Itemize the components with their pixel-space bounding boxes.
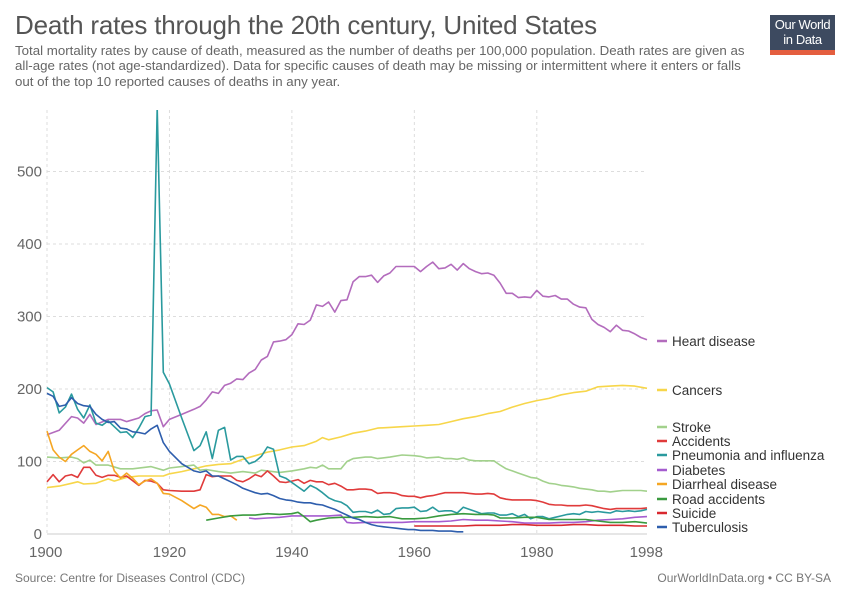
legend: Heart disease Cancers StrokeAccidentsPneum… [657,334,825,535]
series-line-diabetes[interactable] [248,514,648,524]
legend-label: Road accidents [672,492,765,507]
legend-label: Tuberculosis [672,520,748,535]
x-tick-label: 1920 [153,544,186,561]
chart-title: Death rates through the 20th century, Un… [15,10,597,40]
series-line-suicide[interactable] [414,523,647,527]
series-line-pneumonia-and-influenza[interactable] [46,108,648,520]
legend-item[interactable]: Suicide [657,506,716,521]
series-line-cancers[interactable] [46,384,648,489]
legend-label: Pneumonia and influenza [672,448,825,463]
legend-item[interactable]: Diabetes [657,463,726,478]
y-tick-label: 100 [17,454,42,471]
x-tick-label: 1900 [29,544,62,561]
legend-item[interactable]: Diarrheal disease [657,477,777,492]
y-tick-label: 400 [17,236,42,253]
legend-item[interactable]: Pneumonia and influenza [657,448,825,463]
x-tick-label: 1998 [630,544,663,561]
y-tick-label: 500 [17,164,42,181]
source-note: Source: Centre for Diseases Control (CDC… [15,571,246,585]
x-tick-label: 1980 [520,544,553,561]
y-tick-label: 300 [17,309,42,326]
logo-line-1: Our World [774,17,831,32]
legend-label: Diarrheal disease [672,477,777,492]
series-lines [46,108,648,533]
grid-lines [46,110,647,535]
legend-item[interactable]: Road accidents [657,492,765,507]
legend-label: Stroke [672,420,711,435]
legend-item[interactable]: Cancers [657,383,723,398]
legend-item[interactable]: Heart disease [657,334,755,349]
legend-item[interactable]: Stroke [657,420,711,435]
x-axis-ticks: 1900 1920 1940 1960 1980 1998 [29,544,663,561]
series-line-heart-disease[interactable] [46,261,648,436]
logo-line-2: in Data [783,32,822,47]
series-line-road-accidents[interactable] [206,511,648,524]
y-axis-ticks: 0 100 200 300 400 500 [17,164,42,544]
series-line-tuberculosis[interactable] [46,392,464,533]
x-tick-label: 1940 [275,544,308,561]
series-line-accidents[interactable] [46,466,648,511]
series-line-diarrheal-disease[interactable] [46,430,238,521]
series-line-stroke[interactable] [46,454,648,493]
legend-label: Diabetes [672,463,726,478]
legend-label: Heart disease [672,334,755,349]
y-tick-label: 0 [34,526,42,543]
legend-item[interactable]: Tuberculosis [657,520,748,535]
legend-label: Accidents [672,434,731,449]
legend-label: Suicide [672,506,716,521]
license-link[interactable]: OurWorldInData.org • CC BY-SA [657,571,831,585]
legend-label: Cancers [672,383,723,398]
legend-item[interactable]: Accidents [657,434,731,449]
y-tick-label: 200 [17,381,42,398]
chart-subtitle: Total mortality rates by cause of death,… [15,43,745,89]
owid-logo[interactable]: Our World in Data [770,15,835,55]
x-tick-label: 1960 [398,544,431,561]
